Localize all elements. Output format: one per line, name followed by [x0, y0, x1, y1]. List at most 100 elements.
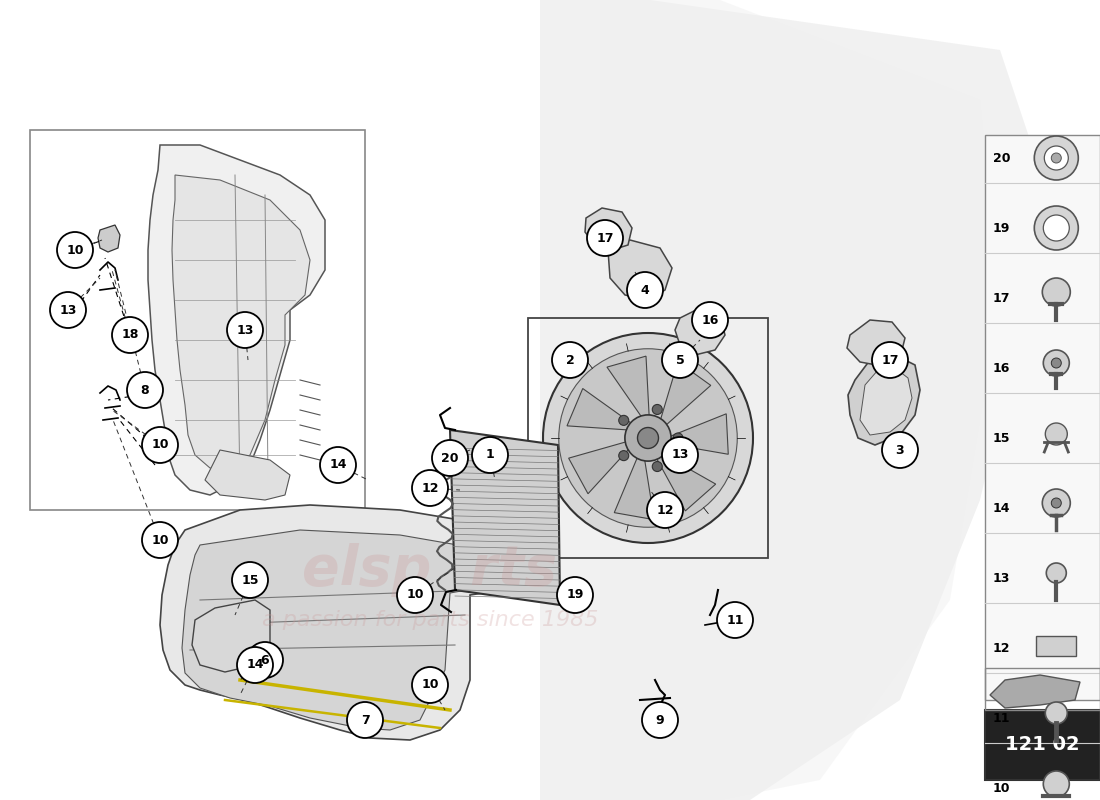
- Text: 12: 12: [993, 642, 1011, 654]
- Circle shape: [625, 415, 671, 461]
- Text: 10: 10: [152, 534, 168, 546]
- Circle shape: [432, 440, 468, 476]
- Polygon shape: [148, 145, 324, 495]
- Circle shape: [1034, 206, 1078, 250]
- Bar: [1036, 636, 1076, 656]
- Circle shape: [227, 312, 263, 348]
- Circle shape: [587, 220, 623, 256]
- Circle shape: [472, 437, 508, 473]
- Polygon shape: [205, 450, 290, 500]
- Text: 10: 10: [993, 782, 1011, 794]
- Text: 15: 15: [241, 574, 258, 586]
- Text: 7: 7: [361, 714, 370, 726]
- Polygon shape: [569, 441, 631, 494]
- Text: 16: 16: [702, 314, 718, 326]
- Text: 11: 11: [726, 614, 744, 626]
- Polygon shape: [847, 320, 905, 366]
- Polygon shape: [848, 355, 920, 445]
- Text: 13: 13: [993, 571, 1011, 585]
- Circle shape: [236, 647, 273, 683]
- Polygon shape: [608, 240, 672, 300]
- Text: 16: 16: [993, 362, 1011, 374]
- Circle shape: [1043, 215, 1069, 241]
- Circle shape: [112, 317, 148, 353]
- Text: 15: 15: [993, 431, 1011, 445]
- Circle shape: [142, 522, 178, 558]
- Circle shape: [662, 342, 698, 378]
- Circle shape: [346, 702, 383, 738]
- Text: 19: 19: [566, 589, 584, 602]
- Circle shape: [320, 447, 356, 483]
- Text: 20: 20: [993, 151, 1011, 165]
- Circle shape: [557, 577, 593, 613]
- Text: 14: 14: [246, 658, 264, 671]
- Polygon shape: [666, 414, 728, 454]
- Text: 10: 10: [406, 589, 424, 602]
- Text: 10: 10: [152, 438, 168, 451]
- Circle shape: [882, 432, 918, 468]
- Circle shape: [1045, 423, 1067, 445]
- Circle shape: [57, 232, 94, 268]
- Polygon shape: [585, 208, 632, 250]
- Polygon shape: [675, 308, 725, 355]
- Circle shape: [1045, 702, 1067, 724]
- Circle shape: [717, 602, 754, 638]
- Circle shape: [126, 372, 163, 408]
- Polygon shape: [614, 454, 654, 520]
- Text: elsp  rts: elsp rts: [302, 543, 558, 597]
- Bar: [984, 135, 1100, 700]
- Text: 17: 17: [881, 354, 899, 366]
- Polygon shape: [607, 356, 649, 421]
- Text: 11: 11: [993, 711, 1011, 725]
- Polygon shape: [654, 452, 716, 511]
- Circle shape: [397, 577, 433, 613]
- Text: 12: 12: [657, 503, 673, 517]
- Text: 6: 6: [261, 654, 270, 666]
- Text: 10: 10: [66, 243, 84, 257]
- Polygon shape: [540, 0, 1050, 800]
- Circle shape: [412, 470, 448, 506]
- Text: 18: 18: [121, 329, 139, 342]
- Text: 9: 9: [656, 714, 664, 726]
- Circle shape: [662, 437, 698, 473]
- Text: 14: 14: [993, 502, 1011, 514]
- Circle shape: [692, 302, 728, 338]
- Circle shape: [1043, 489, 1070, 517]
- Circle shape: [872, 342, 908, 378]
- Text: 3: 3: [895, 443, 904, 457]
- Circle shape: [1044, 146, 1068, 170]
- Circle shape: [552, 342, 589, 378]
- Text: 4: 4: [640, 283, 649, 297]
- Polygon shape: [860, 368, 912, 435]
- Text: 2: 2: [565, 354, 574, 366]
- Polygon shape: [172, 175, 310, 470]
- Text: 20: 20: [441, 451, 459, 465]
- Polygon shape: [600, 0, 1000, 800]
- Circle shape: [618, 415, 629, 426]
- Polygon shape: [192, 600, 270, 672]
- Circle shape: [642, 702, 678, 738]
- Circle shape: [142, 427, 178, 463]
- Circle shape: [1043, 278, 1070, 306]
- Circle shape: [647, 492, 683, 528]
- Circle shape: [412, 667, 448, 703]
- Circle shape: [627, 272, 663, 308]
- Polygon shape: [160, 505, 535, 740]
- Circle shape: [673, 433, 683, 443]
- Bar: [984, 710, 1100, 780]
- Circle shape: [543, 333, 754, 543]
- Circle shape: [559, 349, 737, 527]
- Text: 13: 13: [59, 303, 77, 317]
- Text: 13: 13: [671, 449, 689, 462]
- Text: 5: 5: [675, 354, 684, 366]
- Circle shape: [618, 450, 629, 461]
- Text: 1: 1: [485, 449, 494, 462]
- Circle shape: [248, 642, 283, 678]
- Text: a passion for parts since 1985: a passion for parts since 1985: [262, 610, 598, 630]
- Text: 8: 8: [141, 383, 150, 397]
- Bar: [30, 130, 365, 510]
- Circle shape: [652, 405, 662, 414]
- Bar: [984, 668, 1100, 710]
- Circle shape: [1046, 563, 1066, 583]
- Polygon shape: [182, 530, 510, 730]
